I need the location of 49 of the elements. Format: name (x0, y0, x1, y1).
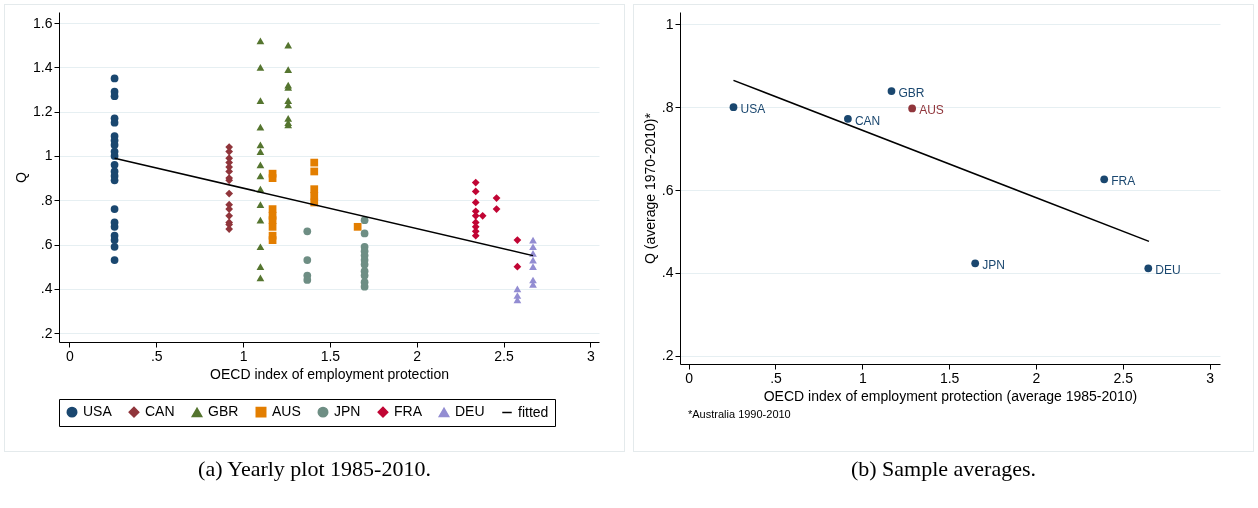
y-axis-title: Q (13, 171, 30, 183)
y-tick-label: .8 (661, 98, 674, 115)
x-tick-label: 3 (1206, 369, 1215, 386)
text: (b) Sample averages. (849, 456, 1038, 482)
y-tick-label: 1 (665, 15, 674, 32)
legend-label: fitted (518, 403, 549, 420)
x-tick-label: .5 (770, 369, 783, 386)
x-tick-label: 2 (413, 347, 422, 364)
x-axis-title: OECD index of employment protection (average 1985-2010) (763, 387, 1138, 404)
legend-label: DEU (455, 403, 485, 420)
y-tick-label: 1 (44, 147, 53, 164)
series-label: GBR (898, 86, 925, 101)
x-tick-label: 1 (239, 347, 248, 364)
legend-label: AUS (272, 403, 301, 420)
y-tick-label: .4 (40, 280, 53, 297)
series-label: AUS (919, 103, 944, 118)
series-label: USA (740, 102, 766, 117)
series-label: FRA (1111, 174, 1136, 189)
series-label: CAN (854, 113, 881, 128)
series-label: JPN (982, 258, 1005, 273)
x-tick-label: 2 (1032, 369, 1041, 386)
y-tick-label: .6 (40, 236, 53, 253)
text: *Australia 1990-2010 (688, 408, 792, 420)
y-tick-label: .6 (661, 181, 674, 198)
x-tick-label: 0 (685, 369, 694, 386)
y-tick-label: 1.6 (33, 14, 53, 31)
y-tick-label: 1.4 (33, 58, 53, 75)
x-tick-label: 1 (858, 369, 867, 386)
y-tick-label: .4 (661, 264, 674, 281)
y-axis-title: Q (average 1970-2010)* (641, 112, 658, 264)
x-tick-label: .5 (150, 347, 163, 364)
legend-label: JPN (334, 403, 361, 420)
legend-label: USA (83, 403, 113, 420)
legend-label: FRA (394, 403, 423, 420)
x-tick-label: 0 (66, 347, 75, 364)
y-tick-label: .8 (40, 191, 53, 208)
x-axis-title: OECD index of employment protection (210, 365, 449, 382)
legend-label: GBR (208, 403, 239, 420)
x-tick-label: 2.5 (494, 347, 514, 364)
text: (a) Yearly plot 1985-2010. (197, 456, 432, 482)
x-tick-label: 1.5 (939, 369, 960, 386)
y-tick-label: .2 (40, 324, 53, 341)
y-tick-label: 1.2 (33, 103, 53, 120)
y-tick-label: .2 (661, 347, 674, 364)
x-tick-label: 2.5 (1113, 369, 1134, 386)
x-tick-label: 3 (586, 347, 595, 364)
series-label: DEU (1155, 263, 1181, 278)
x-tick-label: 1.5 (320, 347, 341, 364)
legend-label: CAN (145, 403, 175, 420)
